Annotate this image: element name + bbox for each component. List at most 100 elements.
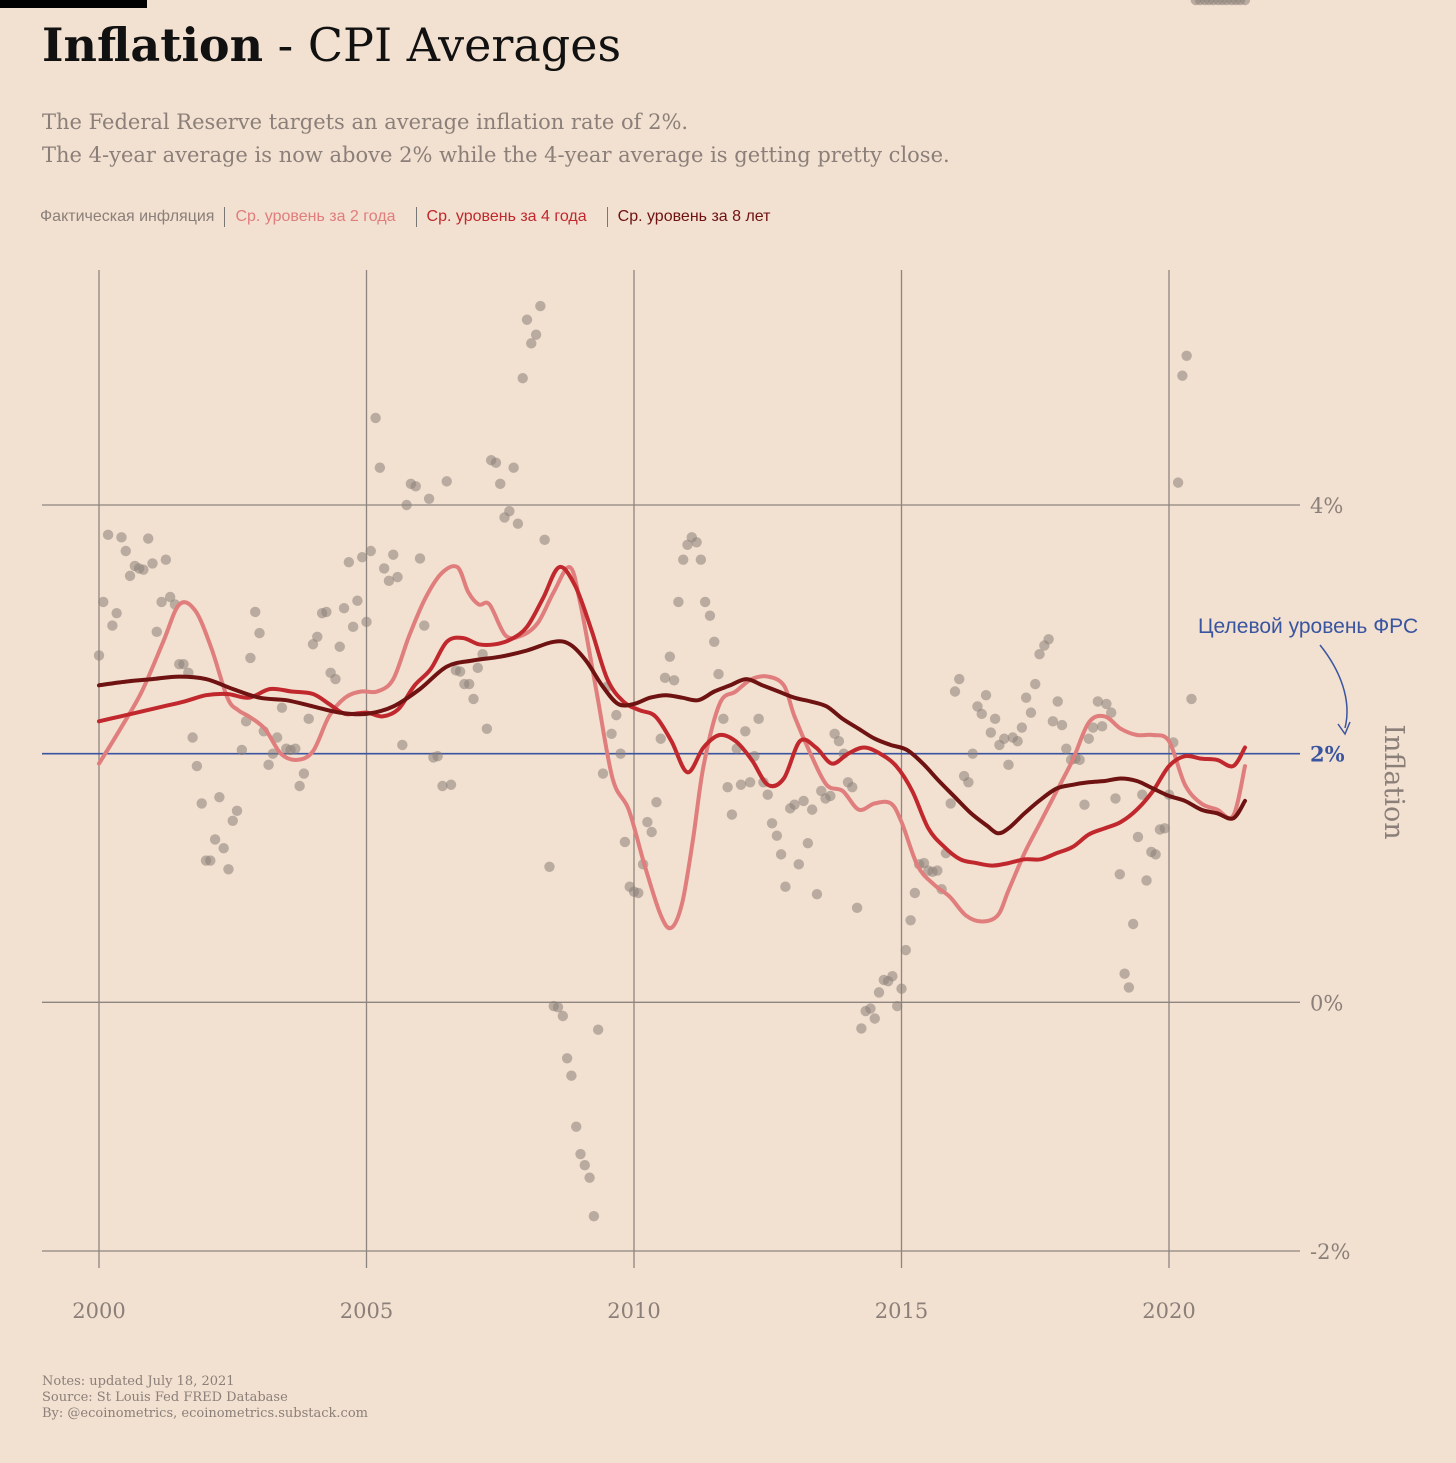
data-point	[1123, 982, 1135, 993]
data-point	[530, 329, 542, 340]
data-point	[464, 678, 475, 690]
data-point	[1137, 789, 1148, 800]
data-point	[276, 702, 288, 713]
data-point	[561, 1053, 573, 1064]
data-point	[646, 826, 657, 838]
data-point	[1016, 722, 1028, 733]
data-point	[378, 563, 390, 574]
legend-actual: Фактическая инфляция	[40, 208, 215, 225]
subtitle-line-1: The Federal Reserve targets an average i…	[42, 110, 689, 134]
data-point	[900, 944, 911, 956]
data-point	[780, 881, 791, 892]
data-point	[223, 864, 234, 875]
data-point	[678, 554, 689, 565]
data-point	[383, 575, 395, 587]
x-tick-label: 2005	[340, 1299, 393, 1323]
data-point	[490, 457, 502, 468]
data-point	[811, 888, 823, 900]
data-point	[472, 662, 483, 674]
data-point	[847, 782, 858, 793]
data-point	[695, 554, 707, 565]
data-point	[517, 372, 528, 384]
data-point	[535, 300, 546, 312]
data-point	[651, 796, 662, 808]
data-point	[236, 744, 248, 756]
data-point	[606, 728, 617, 739]
data-point	[138, 564, 149, 575]
data-point	[526, 338, 537, 349]
data-point	[1034, 649, 1045, 660]
data-point	[468, 693, 479, 705]
data-point	[401, 499, 412, 511]
data-point	[303, 713, 314, 725]
data-point	[825, 790, 836, 802]
data-point	[775, 849, 787, 860]
data-point	[1127, 918, 1139, 930]
data-point	[1177, 370, 1188, 381]
data-point	[209, 834, 221, 845]
data-point	[673, 596, 684, 608]
data-point	[330, 673, 341, 685]
data-point	[1020, 692, 1032, 703]
data-point	[143, 533, 154, 544]
data-point	[1025, 707, 1037, 718]
data-point	[120, 545, 131, 557]
data-point	[271, 732, 283, 743]
data-point	[437, 780, 448, 792]
x-tick-label: 2015	[875, 1299, 928, 1323]
data-point	[740, 726, 751, 737]
data-point	[892, 1000, 903, 1012]
target-annotation: Целевой уровень ФРС	[1198, 615, 1418, 638]
data-point	[1172, 477, 1184, 488]
data-point	[343, 556, 355, 568]
data-point	[254, 627, 265, 639]
data-point	[544, 861, 555, 873]
data-point	[361, 616, 372, 628]
data-point	[865, 1003, 876, 1014]
data-point	[771, 830, 783, 841]
data-point	[722, 782, 733, 793]
data-point	[713, 668, 724, 680]
data-point	[164, 591, 176, 603]
data-point	[909, 887, 921, 899]
data-point	[985, 727, 997, 738]
data-point	[833, 736, 845, 747]
data-point	[338, 602, 350, 614]
data-point	[793, 859, 804, 870]
data-point	[571, 1121, 582, 1132]
data-point	[619, 836, 631, 848]
data-point	[691, 537, 702, 548]
data-point	[151, 626, 162, 638]
data-point	[726, 809, 738, 820]
data-point	[659, 672, 671, 684]
data-point	[504, 506, 515, 517]
data-point	[856, 1023, 867, 1034]
data-point	[954, 673, 965, 685]
data-point	[584, 1172, 595, 1183]
data-point	[1096, 721, 1108, 732]
avg-4y-line	[97, 564, 1247, 868]
chart-notes: Notes: updated July 18, 2021 Source: St …	[42, 1374, 368, 1422]
data-point	[454, 666, 466, 677]
data-point	[1030, 678, 1041, 690]
data-point	[214, 791, 225, 803]
data-point	[410, 481, 421, 492]
data-point	[762, 789, 773, 800]
data-point	[699, 596, 711, 608]
data-point	[1087, 722, 1099, 733]
data-point	[999, 733, 1010, 744]
data-point	[1074, 754, 1085, 766]
data-point	[611, 709, 622, 721]
data-point	[851, 902, 863, 914]
data-point	[312, 631, 323, 642]
title-rest: - CPI Averages	[263, 18, 622, 72]
data-point	[98, 596, 109, 608]
data-point	[597, 768, 609, 779]
y-axis-label: Inflation	[1378, 724, 1409, 839]
data-point	[521, 314, 533, 325]
data-point	[668, 675, 680, 686]
data-point	[1061, 743, 1072, 754]
data-point	[218, 842, 229, 854]
data-point	[802, 837, 814, 849]
data-point	[365, 545, 376, 557]
